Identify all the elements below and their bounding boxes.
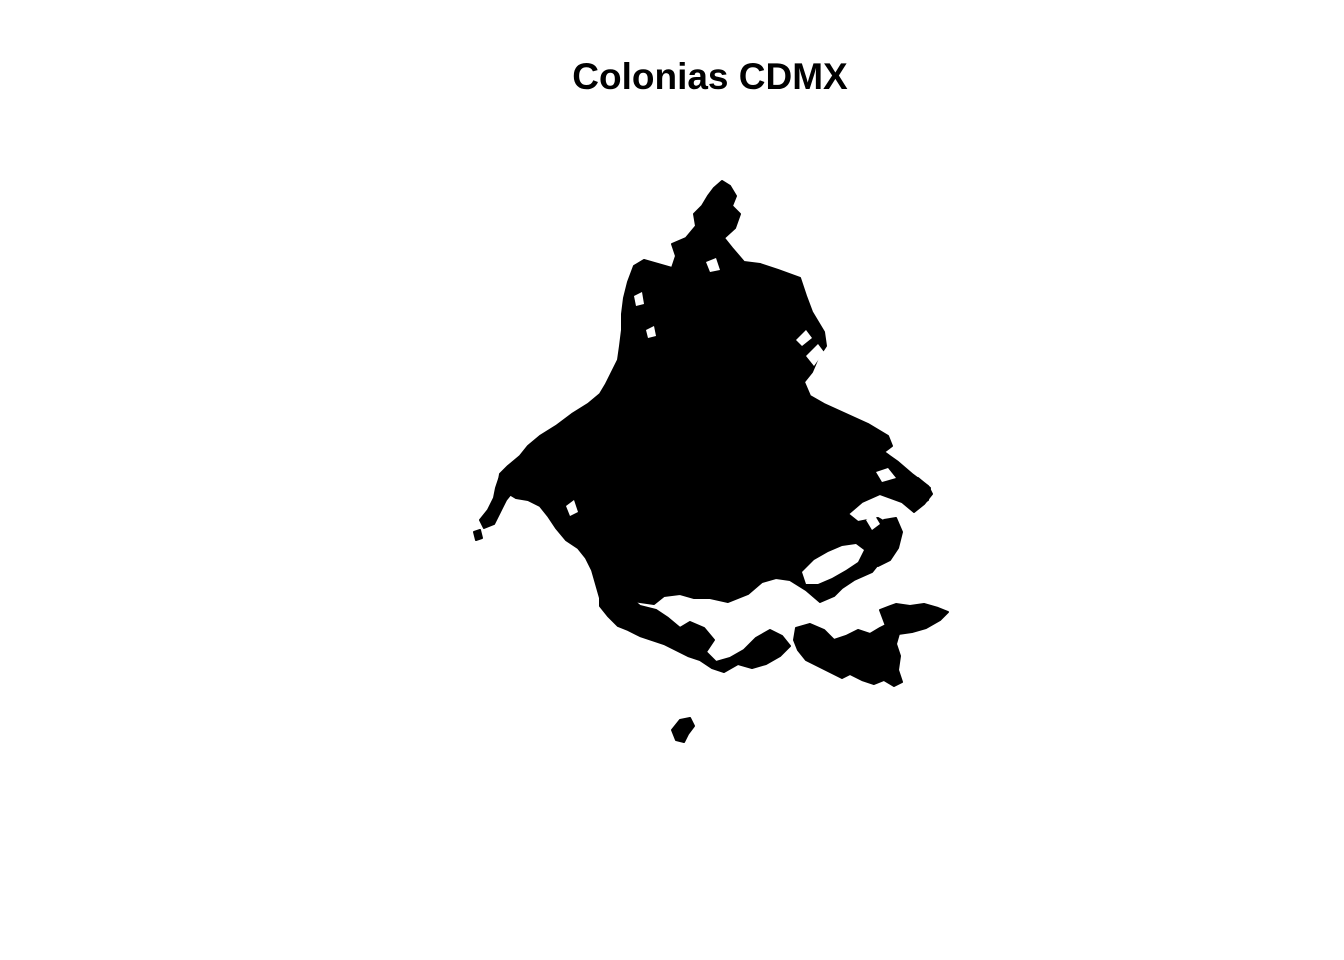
gap-south-center <box>706 606 724 622</box>
gap-center-2 <box>634 292 644 306</box>
plot-title-container: Colonias CDMX <box>560 56 860 98</box>
gap-east-notch <box>806 344 824 366</box>
gap-west-1 <box>646 326 656 338</box>
map-gaps <box>566 258 896 622</box>
gap-east-3 <box>876 468 896 482</box>
gap-south-west <box>566 500 578 516</box>
colonias-south-east-tip <box>879 603 949 635</box>
colonias-east-tip <box>905 477 931 507</box>
gap-east-2 <box>866 514 880 530</box>
plot-title: Colonias CDMX <box>572 56 848 97</box>
colonias-south-band-2 <box>793 621 903 687</box>
colonias-far-south-speck <box>671 717 695 743</box>
colonias-polygons <box>473 180 949 743</box>
gap-east-lake <box>802 544 864 584</box>
gap-center-1 <box>706 258 720 272</box>
colonias-south-band-1 <box>599 589 791 673</box>
colonias-west-lobe <box>479 469 519 529</box>
colonias-main-mass <box>497 180 933 607</box>
gap-north-east <box>796 330 812 346</box>
colonias-east-cluster <box>869 517 903 567</box>
colonias-west-speck <box>473 529 483 541</box>
